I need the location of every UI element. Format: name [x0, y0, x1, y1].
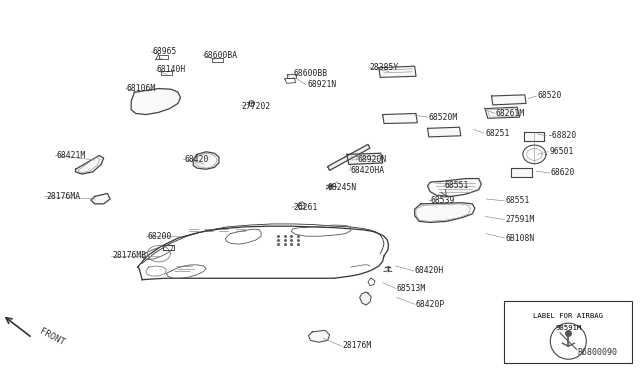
Text: 28176MA: 28176MA	[46, 192, 80, 201]
Text: 68551: 68551	[445, 181, 469, 190]
Text: 68200: 68200	[147, 232, 172, 241]
Polygon shape	[76, 155, 104, 174]
Polygon shape	[328, 144, 370, 170]
Text: 26261: 26261	[293, 203, 317, 212]
Text: 28176M: 28176M	[342, 341, 372, 350]
Polygon shape	[485, 107, 520, 118]
Text: 68261M: 68261M	[496, 109, 525, 118]
Polygon shape	[511, 168, 532, 177]
Text: 68965: 68965	[152, 47, 177, 56]
Text: R6800090: R6800090	[578, 348, 618, 357]
Polygon shape	[131, 89, 180, 115]
Text: 68140H: 68140H	[157, 65, 186, 74]
Text: 68106M: 68106M	[127, 84, 156, 93]
Polygon shape	[360, 292, 371, 305]
Text: 68520: 68520	[538, 92, 562, 100]
Polygon shape	[347, 153, 383, 164]
Polygon shape	[492, 95, 526, 105]
Text: 96501: 96501	[549, 147, 573, 156]
Text: 68600BA: 68600BA	[204, 51, 237, 60]
Polygon shape	[308, 330, 330, 342]
Text: 68420P: 68420P	[416, 300, 445, 309]
Text: LABEL FOR AIRBAG: LABEL FOR AIRBAG	[533, 313, 604, 319]
Text: 68420: 68420	[184, 155, 209, 164]
Polygon shape	[383, 113, 417, 124]
Text: 27591M: 27591M	[506, 215, 535, 224]
Polygon shape	[428, 127, 461, 137]
Text: 98591M: 98591M	[555, 326, 582, 331]
Text: 68420H: 68420H	[415, 266, 444, 275]
Text: 68245N: 68245N	[328, 183, 357, 192]
Text: 68921N: 68921N	[307, 80, 337, 89]
Text: -68820: -68820	[547, 131, 577, 140]
Text: 68600BB: 68600BB	[293, 69, 327, 78]
Text: 68551: 68551	[506, 196, 530, 205]
Text: 28176MB: 28176MB	[112, 251, 146, 260]
Polygon shape	[415, 203, 475, 222]
Polygon shape	[91, 193, 110, 204]
Text: 68251: 68251	[485, 129, 509, 138]
Text: 68420HA: 68420HA	[351, 166, 385, 175]
Text: 68920N: 68920N	[357, 155, 387, 164]
Polygon shape	[379, 66, 416, 77]
Text: 68513M: 68513M	[397, 284, 426, 293]
Text: 6B108N: 6B108N	[506, 234, 535, 243]
Text: 68620: 68620	[550, 169, 575, 177]
Polygon shape	[524, 132, 544, 141]
Text: 68421M: 68421M	[56, 151, 86, 160]
Text: 277202: 277202	[242, 102, 271, 110]
Text: 68520M: 68520M	[429, 113, 458, 122]
Text: FRONT: FRONT	[38, 326, 67, 347]
Text: 68539: 68539	[430, 196, 454, 205]
Text: 28385Y: 28385Y	[370, 63, 399, 72]
Polygon shape	[193, 152, 219, 169]
Polygon shape	[428, 179, 481, 196]
Bar	[504, 301, 632, 363]
